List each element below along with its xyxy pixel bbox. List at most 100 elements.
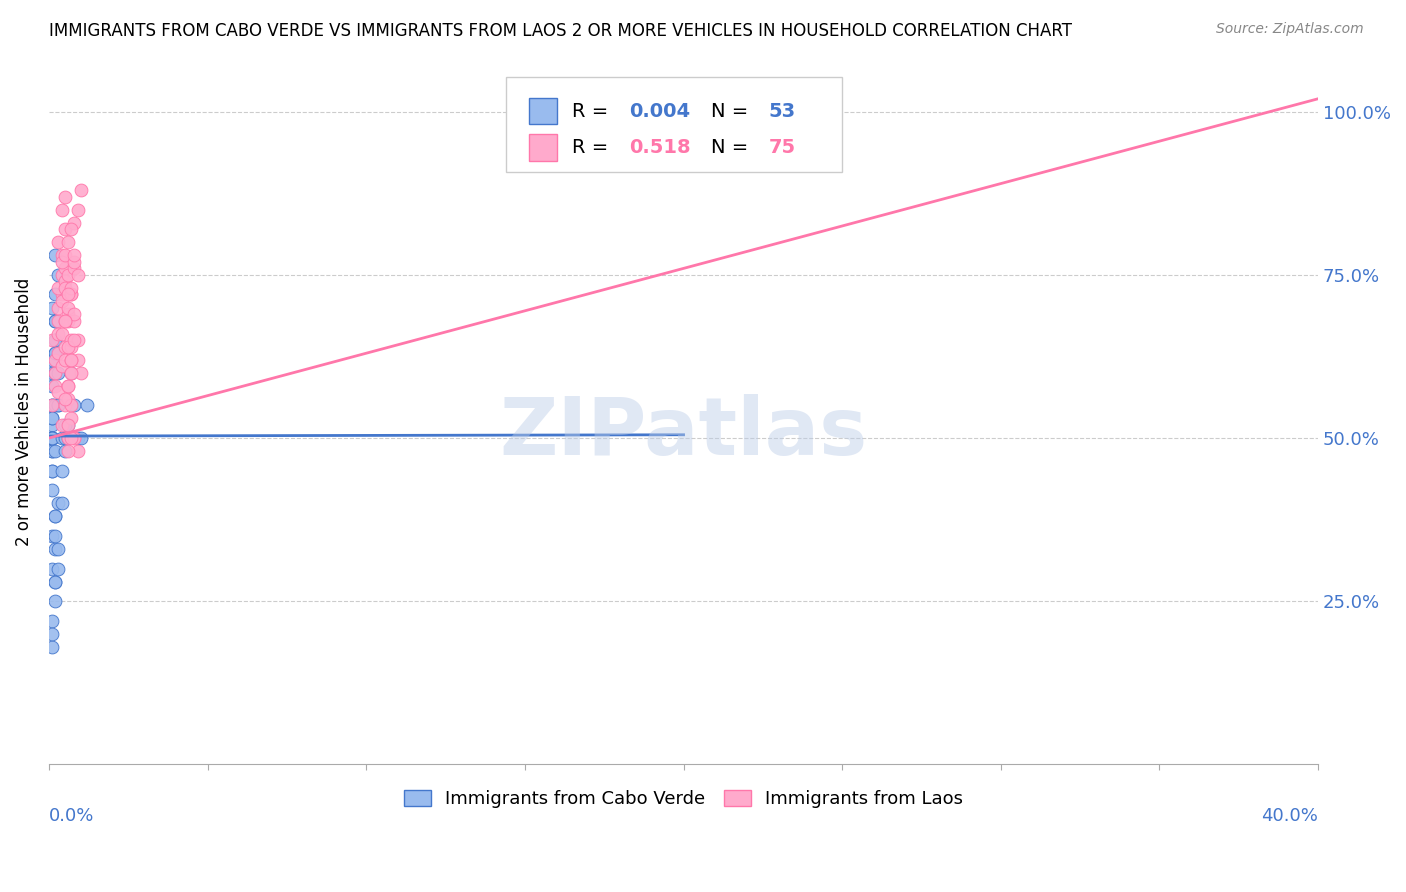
Point: [76, 398, 98, 412]
Point: [53, 340, 76, 354]
Point: [66, 352, 89, 367]
Point: [66, 202, 89, 217]
Point: [53, 398, 76, 412]
Point: [60, 352, 83, 367]
Point: [51, 464, 73, 478]
Point: [48, 346, 70, 360]
Point: [41, 301, 63, 315]
Bar: [529, 135, 557, 161]
Point: [53, 275, 76, 289]
Point: [44, 333, 66, 347]
Point: [48, 398, 70, 412]
Legend: Immigrants from Cabo Verde, Immigrants from Laos: Immigrants from Cabo Verde, Immigrants f…: [396, 782, 970, 815]
Point: [56, 379, 79, 393]
Point: [51, 287, 73, 301]
Point: [48, 541, 70, 556]
FancyBboxPatch shape: [506, 78, 842, 172]
Point: [48, 561, 70, 575]
Point: [51, 417, 73, 432]
Point: [63, 431, 86, 445]
Point: [60, 340, 83, 354]
Point: [69, 431, 91, 445]
Point: [41, 444, 63, 458]
Point: [48, 281, 70, 295]
Point: [56, 417, 79, 432]
Point: [51, 255, 73, 269]
Point: [48, 301, 70, 315]
Point: [44, 352, 66, 367]
Point: [41, 431, 63, 445]
Point: [66, 431, 89, 445]
Point: [44, 379, 66, 393]
Point: [44, 398, 66, 412]
Point: [63, 307, 86, 321]
Bar: [529, 97, 557, 124]
Point: [41, 483, 63, 498]
Point: [41, 464, 63, 478]
Point: [44, 509, 66, 524]
Point: [44, 541, 66, 556]
Text: 0.004: 0.004: [628, 102, 690, 120]
Point: [44, 313, 66, 327]
Point: [66, 444, 89, 458]
Point: [53, 352, 76, 367]
Point: [41, 398, 63, 412]
Point: [41, 379, 63, 393]
Point: [56, 417, 79, 432]
Text: 40.0%: 40.0%: [1261, 806, 1319, 824]
Point: [53, 444, 76, 458]
Point: [63, 255, 86, 269]
Point: [53, 222, 76, 236]
Point: [51, 268, 73, 282]
Point: [66, 333, 89, 347]
Y-axis label: 2 or more Vehicles in Household: 2 or more Vehicles in Household: [15, 277, 32, 546]
Text: 53: 53: [769, 102, 796, 120]
Point: [48, 398, 70, 412]
Point: [60, 352, 83, 367]
Point: [44, 333, 66, 347]
Point: [44, 529, 66, 543]
Point: [56, 268, 79, 282]
Point: [41, 366, 63, 380]
Point: [53, 313, 76, 327]
Point: [41, 614, 63, 628]
Point: [53, 431, 76, 445]
Point: [41, 431, 63, 445]
Point: [56, 313, 79, 327]
Point: [41, 352, 63, 367]
Point: [44, 594, 66, 608]
Point: [69, 183, 91, 197]
Point: [44, 248, 66, 262]
Point: [44, 366, 66, 380]
Point: [60, 333, 83, 347]
Point: [60, 366, 83, 380]
Point: [51, 248, 73, 262]
Point: [48, 235, 70, 250]
Text: IMMIGRANTS FROM CABO VERDE VS IMMIGRANTS FROM LAOS 2 OR MORE VEHICLES IN HOUSEHO: IMMIGRANTS FROM CABO VERDE VS IMMIGRANTS…: [49, 22, 1073, 40]
Point: [41, 431, 63, 445]
Point: [60, 431, 83, 445]
Text: 0.518: 0.518: [628, 138, 690, 157]
Text: Source: ZipAtlas.com: Source: ZipAtlas.com: [1216, 22, 1364, 37]
Point: [60, 287, 83, 301]
Point: [44, 346, 66, 360]
Point: [63, 333, 86, 347]
Point: [41, 561, 63, 575]
Point: [53, 189, 76, 203]
Point: [51, 326, 73, 341]
Point: [41, 431, 63, 445]
Point: [63, 431, 86, 445]
Point: [44, 574, 66, 589]
Point: [51, 431, 73, 445]
Point: [53, 313, 76, 327]
Text: N =: N =: [711, 138, 755, 157]
Point: [41, 627, 63, 641]
Point: [44, 509, 66, 524]
Point: [41, 417, 63, 432]
Point: [66, 268, 89, 282]
Point: [41, 333, 63, 347]
Point: [44, 366, 66, 380]
Point: [60, 411, 83, 425]
Point: [41, 529, 63, 543]
Point: [41, 640, 63, 654]
